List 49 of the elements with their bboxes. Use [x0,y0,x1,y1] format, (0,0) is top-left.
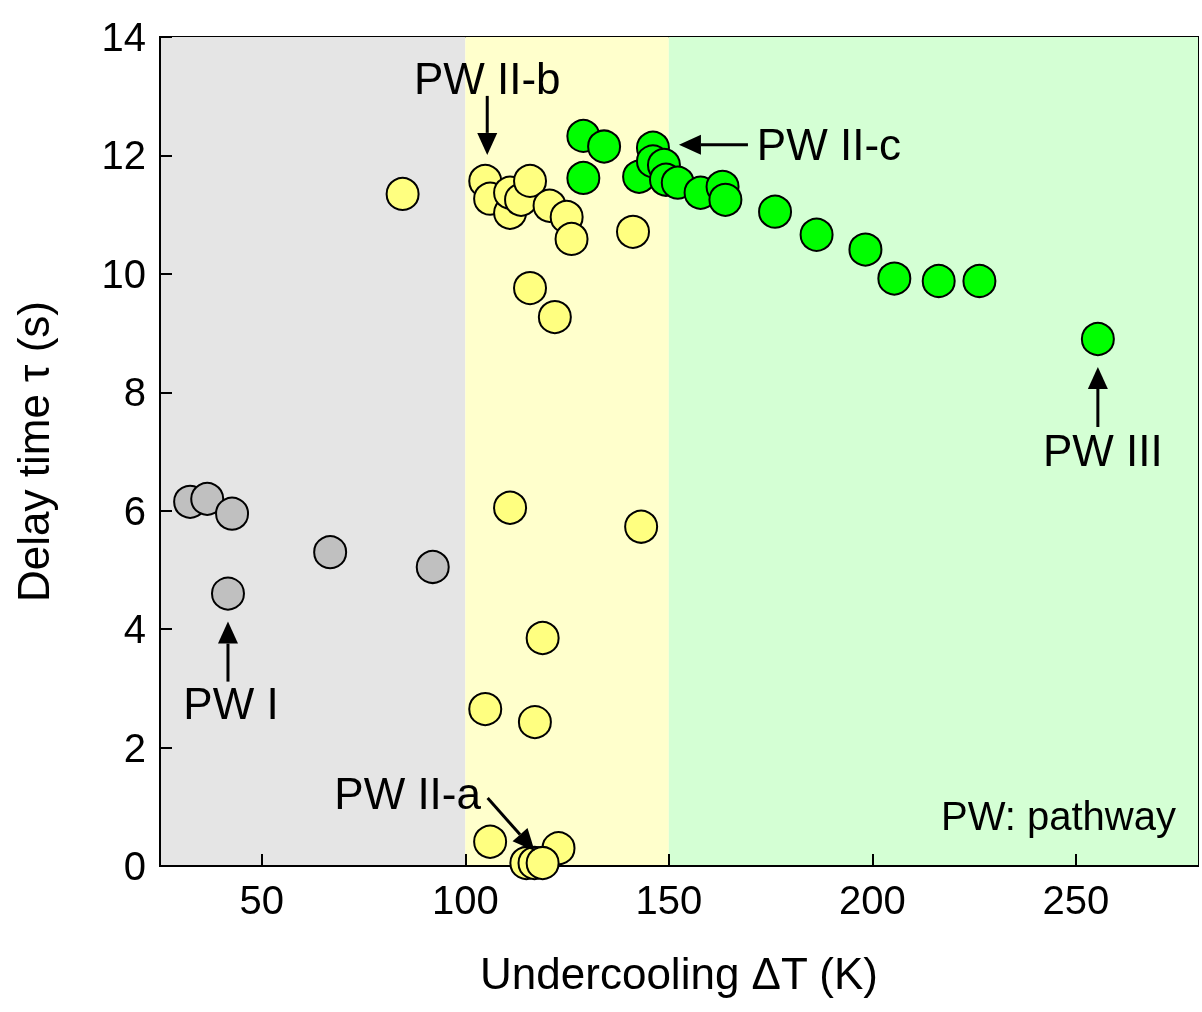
point [517,705,552,740]
y-tick-label: 14 [101,15,146,59]
x-tick-label: 200 [838,878,906,922]
annotation: PW II-c [756,120,902,170]
point [525,621,560,656]
annotation: PW: pathway [941,794,1176,838]
point [473,824,508,859]
point [616,214,650,249]
x-tick-label: 50 [239,878,285,922]
annotation: PW II-b [413,54,561,104]
annotation: PW I [183,679,279,729]
annotation: PW III [1042,426,1163,476]
y-tick-label: 0 [123,844,146,888]
point [313,535,348,570]
point [566,160,601,195]
point [513,271,548,306]
y-axis-title: Delay time τ (s) [8,301,58,602]
x-axis-title: Undercooling ΔT (K) [480,948,878,998]
point [877,261,912,296]
y-tick-label: 2 [123,725,146,770]
point [554,221,589,256]
point [415,549,450,584]
point [921,263,956,298]
point [1080,322,1115,356]
point [624,509,659,544]
point [962,263,997,298]
point [190,481,225,516]
point [708,182,743,217]
y-tick-label: 6 [123,488,146,533]
point [537,300,572,335]
y-tick-label: 4 [123,607,146,652]
y-tick-label: 10 [101,251,146,296]
point [513,163,548,198]
x-tick-label: 100 [431,878,499,922]
point [215,496,250,531]
x-tick-label: 150 [635,878,703,922]
point [211,576,245,611]
point [525,846,560,881]
point [799,217,834,252]
point [468,692,503,727]
y-tick-label: 8 [123,370,146,415]
point [493,490,528,525]
annotation: PW II-a [334,768,482,818]
point [385,176,420,211]
point [848,232,883,267]
x-tick-label: 250 [1042,878,1110,922]
y-tick-label: 12 [101,133,146,178]
point [758,194,793,229]
point [587,129,622,164]
